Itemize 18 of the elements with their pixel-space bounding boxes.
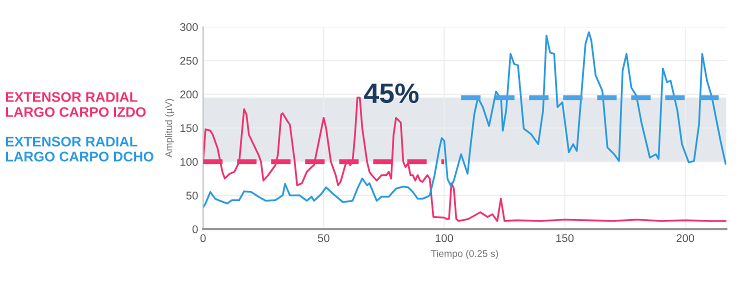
y-tick-label: 250 [180, 56, 198, 65]
x-tick-label: 0 [200, 234, 206, 242]
x-tick-label: 50 [318, 234, 330, 242]
y-tick-label: 100 [180, 158, 198, 166]
x-tick-label: 200 [676, 234, 694, 242]
x-tick-label: 100 [436, 234, 454, 242]
annotation: 45% [364, 83, 419, 104]
x-tick-label: 150 [556, 234, 574, 242]
text: EXTENSOR RADIAL LARGO CARPO DCHO [6, 136, 154, 162]
y-tick-label: 300 [180, 23, 198, 32]
y-tick-label: 150 [180, 124, 198, 132]
x-axis-title: Tiempo (0.25 s) [431, 250, 498, 259]
text: EXTENSOR RADIAL LARGO CARPO IZDO [6, 92, 146, 117]
y-axis-title: Amplitud (µV) [165, 99, 174, 158]
y-tick-label: 200 [180, 90, 198, 98]
y-tick-label: 0 [192, 225, 198, 234]
line-series [203, 31, 726, 208]
y-tick-label: 50 [186, 192, 198, 200]
